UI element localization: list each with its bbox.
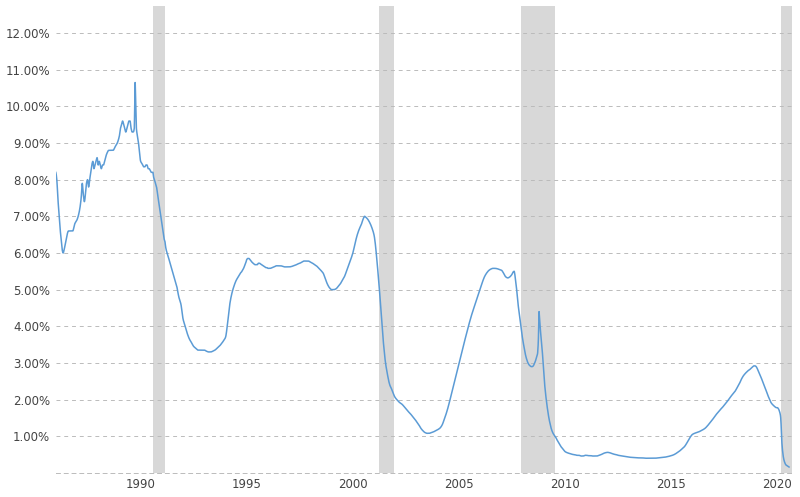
Bar bbox=[521, 5, 554, 473]
Bar bbox=[153, 5, 166, 473]
Bar bbox=[379, 5, 394, 473]
Bar bbox=[781, 5, 791, 473]
